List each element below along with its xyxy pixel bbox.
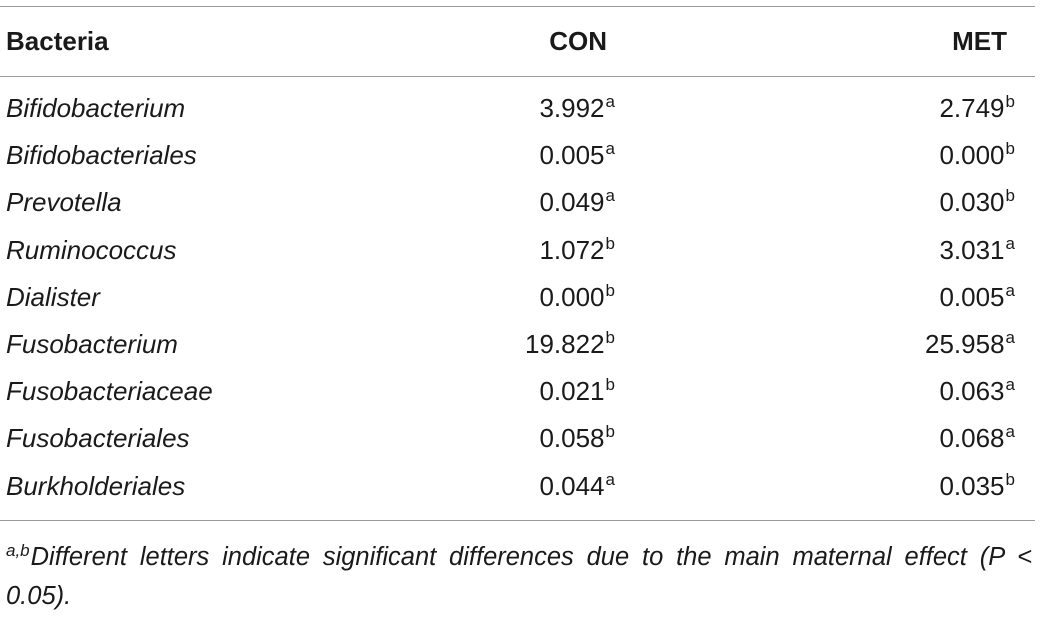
con-significance-letter: a (605, 92, 615, 112)
con-value: 19.822 (525, 329, 605, 360)
con-value-cell: 0.058b (410, 415, 615, 462)
con-value: 0.044 (539, 470, 605, 501)
table-top-rule (0, 6, 1035, 7)
con-value-cell: 0.044a (410, 463, 615, 520)
con-value-cell: 0.021b (410, 368, 615, 415)
bacteria-table: Bacteria CON MET (0, 7, 1035, 76)
met-significance-letter: b (1005, 469, 1015, 489)
con-value: 3.992 (539, 93, 605, 124)
bacteria-name-cell: Ruminococcus (6, 234, 177, 265)
bacteria-name-cell: Bifidobacteriales (6, 140, 197, 171)
table-row: Burkholderiales 0.044a 0.035b (0, 463, 1035, 520)
met-value-cell: 0.000b (615, 132, 1035, 179)
table-row: Dialister 0.000b 0.005a (0, 274, 1035, 321)
bacteria-name-cell: Fusobacterium (6, 329, 178, 360)
bacteria-table-container: Bacteria CON MET Bifidobacterium 3.992a 2.… (0, 6, 1035, 521)
bacteria-name-cell: Dialister (6, 281, 100, 312)
met-value-cell: 0.068a (615, 415, 1035, 462)
bacteria-name-cell: Fusobacteriaceae (6, 376, 213, 407)
bacteria-name-cell: Burkholderiales (6, 470, 186, 501)
bacteria-table-body: Bifidobacterium 3.992a 2.749b Bifidobacteri… (0, 77, 1035, 520)
met-value-cell: 2.749b (615, 77, 1035, 132)
con-significance-letter: b (605, 280, 615, 300)
table-footnote: a,bDifferent letters indicate significan… (6, 538, 1032, 616)
met-value-cell: 0.063a (615, 368, 1035, 415)
footnote-marker: a,b (6, 541, 30, 560)
footnote-text: Different letters indicate significant d… (6, 543, 1032, 610)
table-row: Fusobacterium 19.822b 25.958a (0, 321, 1035, 368)
met-value: 0.035 (939, 470, 1005, 501)
column-header-bacteria: Bacteria (6, 26, 109, 56)
met-value: 0.005 (939, 281, 1005, 312)
con-significance-letter: a (605, 469, 615, 489)
met-value: 25.958 (925, 329, 1005, 360)
met-significance-letter: a (1005, 280, 1015, 300)
met-significance-letter: a (1005, 233, 1015, 253)
met-significance-letter: b (1005, 92, 1015, 112)
column-header-con: CON (549, 26, 607, 56)
met-value-cell: 0.035b (615, 463, 1035, 520)
met-value: 0.063 (939, 376, 1005, 407)
bacteria-name-cell: Bifidobacterium (6, 93, 186, 124)
con-value-cell: 0.000b (410, 274, 615, 321)
con-significance-letter: a (605, 139, 615, 159)
met-value-cell: 0.030b (615, 179, 1035, 226)
con-value-cell: 3.992a (410, 77, 615, 132)
table-row: Bifidobacteriales 0.005a 0.000b (0, 132, 1035, 179)
bacteria-name-cell: Fusobacteriales (6, 423, 190, 454)
table-bottom-rule (0, 519, 1035, 521)
met-value: 0.000 (939, 140, 1005, 171)
table-row: Bifidobacterium 3.992a 2.749b (0, 77, 1035, 132)
met-value-cell: 0.005a (615, 274, 1035, 321)
table-header-row: Bacteria CON MET (0, 7, 1035, 76)
con-value-cell: 19.822b (410, 321, 615, 368)
table-row: Prevotella 0.049a 0.030b (0, 179, 1035, 226)
con-value: 0.000 (539, 281, 605, 312)
con-value-cell: 0.049a (410, 179, 615, 226)
met-significance-letter: a (1005, 328, 1015, 348)
con-value-cell: 0.005a (410, 132, 615, 179)
bacteria-name-cell: Prevotella (6, 187, 122, 218)
met-value-cell: 25.958a (615, 321, 1035, 368)
met-value: 0.068 (939, 423, 1005, 454)
met-value: 0.030 (939, 187, 1005, 218)
con-significance-letter: b (605, 375, 615, 395)
met-value: 2.749 (939, 93, 1005, 124)
con-value-cell: 1.072b (410, 227, 615, 274)
con-value: 1.072 (539, 234, 605, 265)
con-value: 0.021 (539, 376, 605, 407)
con-significance-letter: b (605, 233, 615, 253)
con-significance-letter: a (605, 186, 615, 206)
column-header-met: MET (952, 26, 1007, 56)
table-row: Ruminococcus 1.072b 3.031a (0, 227, 1035, 274)
con-value: 0.058 (539, 423, 605, 454)
met-significance-letter: b (1005, 139, 1015, 159)
con-significance-letter: b (605, 328, 615, 348)
met-significance-letter: b (1005, 186, 1015, 206)
table-row: Fusobacteriales 0.058b 0.068a (0, 415, 1035, 462)
con-value: 0.049 (539, 187, 605, 218)
met-value-cell: 3.031a (615, 227, 1035, 274)
table-row: Fusobacteriaceae 0.021b 0.063a (0, 368, 1035, 415)
table-header-rule (0, 76, 1035, 77)
con-value: 0.005 (539, 140, 605, 171)
met-value: 3.031 (939, 234, 1005, 265)
met-significance-letter: a (1005, 422, 1015, 442)
con-significance-letter: b (605, 422, 615, 442)
met-significance-letter: a (1005, 375, 1015, 395)
